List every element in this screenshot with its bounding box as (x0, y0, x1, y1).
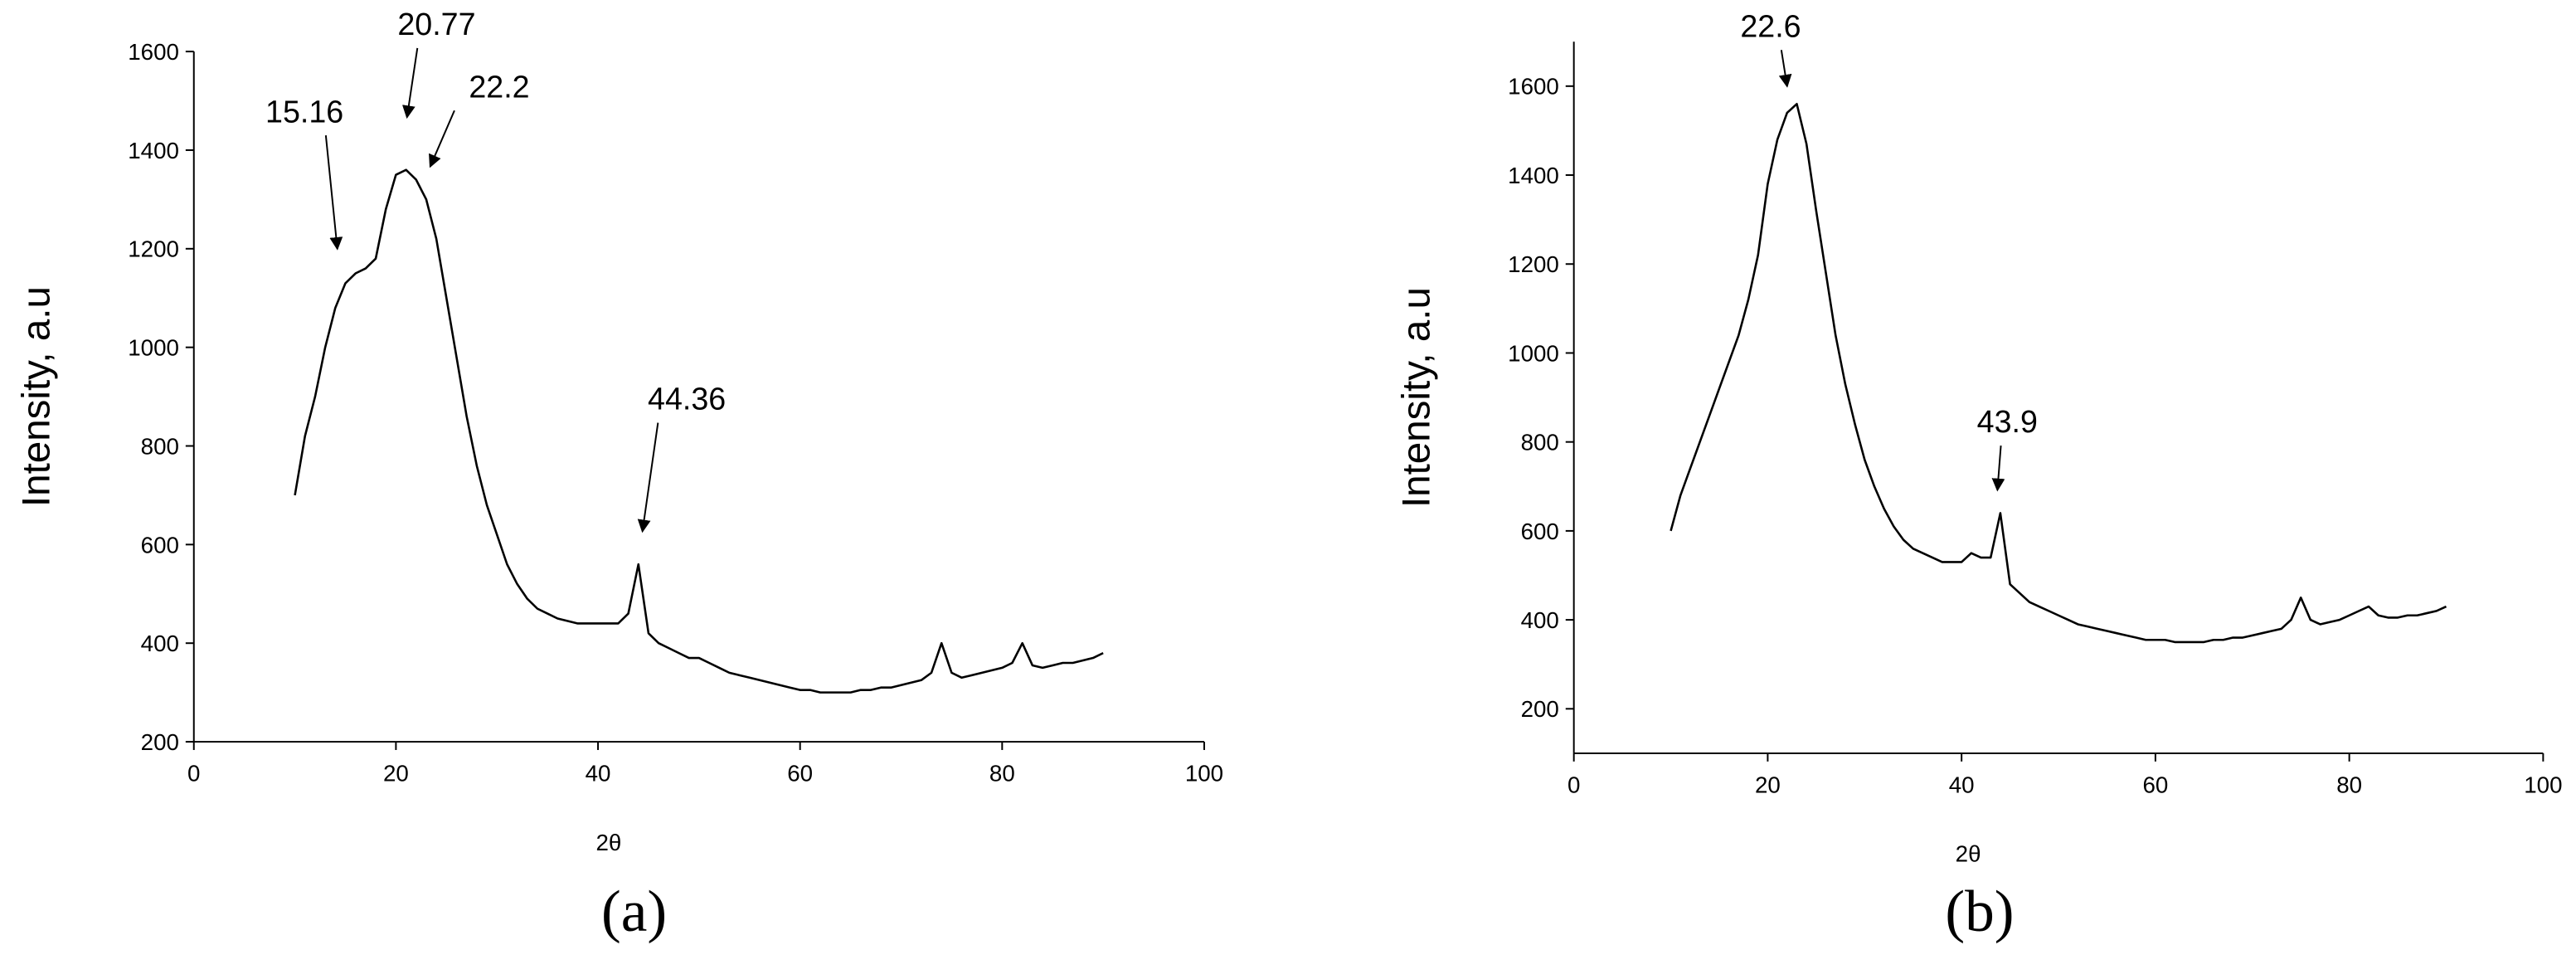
y-tick-label: 1400 (128, 138, 179, 163)
annotation-label: 44.36 (648, 382, 726, 416)
y-tick-label: 600 (141, 532, 179, 558)
data-line (294, 168, 1104, 694)
annotation-label: 22.2 (469, 69, 529, 104)
annotation-arrow (1778, 50, 1792, 88)
annotation-arrow (402, 47, 419, 119)
x-axis-title: 2θ (595, 830, 621, 855)
x-tick-label: 60 (787, 761, 813, 787)
y-tick-label: 400 (141, 631, 179, 656)
x-tick-label: 40 (586, 761, 611, 787)
y-tick-label: 1600 (128, 39, 179, 65)
y-tick-label: 200 (141, 729, 179, 755)
y-tick-label: 600 (1521, 519, 1559, 544)
data-line (1670, 102, 2447, 644)
y-tick-label: 800 (141, 433, 179, 459)
x-tick-label: 0 (1567, 772, 1580, 797)
x-tick-label: 40 (1949, 772, 1975, 797)
x-tick-label: 80 (989, 761, 1015, 787)
x-tick-label: 100 (1185, 761, 1223, 787)
annotation-label: 20.77 (397, 7, 475, 41)
y-tick-label: 1000 (1508, 340, 1559, 366)
annotation-arrow (1991, 446, 2005, 492)
y-tick-label: 1200 (1508, 251, 1559, 277)
y-tick-label: 1000 (128, 335, 179, 361)
x-axis-title: 2θ (1956, 841, 1981, 867)
panel-caption: (a) (601, 879, 667, 944)
panel-caption: (b) (1945, 879, 2014, 944)
y-tick-label: 1200 (128, 236, 179, 262)
x-tick-label: 20 (383, 761, 409, 787)
x-tick-label: 20 (1755, 772, 1781, 797)
annotation-arrow (324, 135, 343, 251)
annotation-arrow (637, 422, 659, 533)
x-tick-label: 80 (2336, 772, 2362, 797)
x-tick-label: 100 (2524, 772, 2562, 797)
y-tick-label: 1400 (1508, 163, 1559, 188)
annotation-arrow (429, 110, 455, 168)
annotation-label: 22.6 (1740, 8, 1801, 43)
annotation-label: 15.16 (265, 94, 343, 129)
y-tick-label: 200 (1521, 696, 1559, 722)
y-axis-title: Intensity, a.u (1394, 287, 1438, 508)
x-tick-label: 0 (187, 761, 200, 787)
y-tick-label: 400 (1521, 607, 1559, 633)
annotation-label: 43.9 (1977, 404, 2038, 439)
y-tick-label: 1600 (1508, 74, 1559, 100)
y-axis-title: Intensity, a.u (14, 286, 58, 507)
y-tick-label: 800 (1521, 430, 1559, 455)
x-tick-label: 60 (2142, 772, 2168, 797)
